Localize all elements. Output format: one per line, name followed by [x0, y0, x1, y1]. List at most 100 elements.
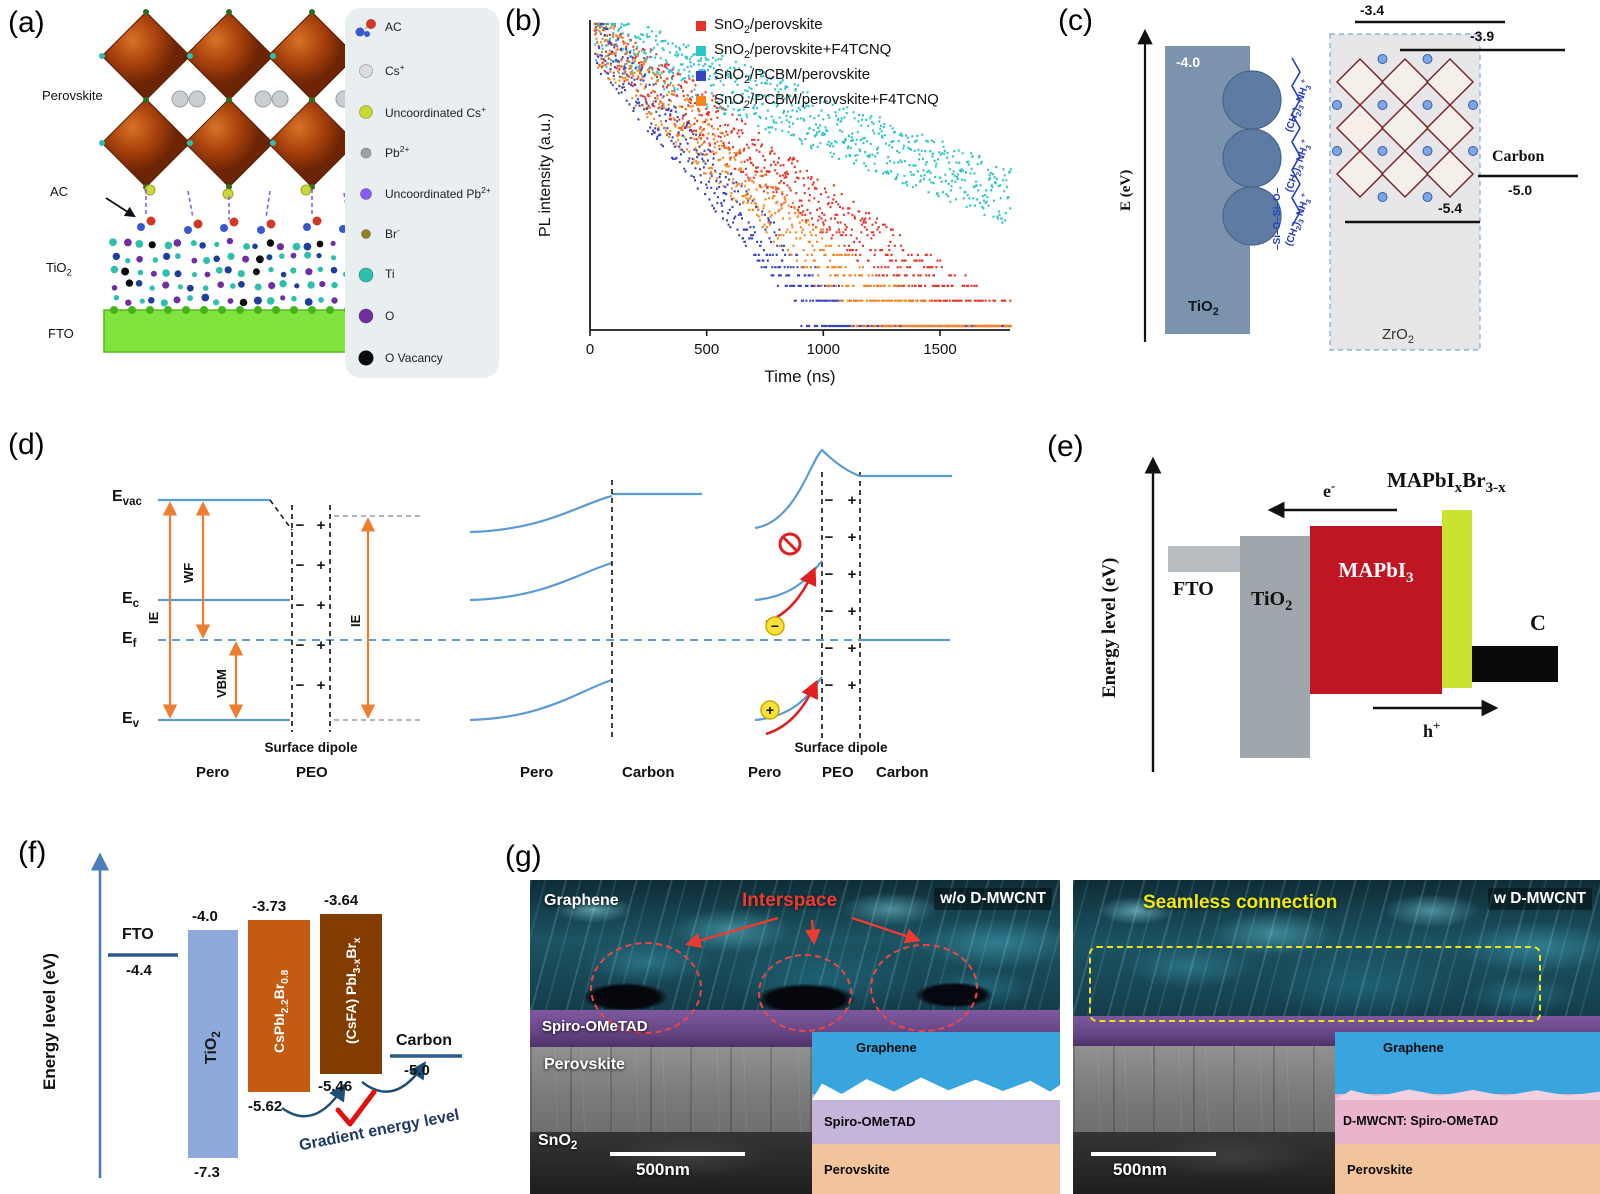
ac-molecule-icon: [355, 19, 376, 37]
carbon-value: -5.0: [404, 1062, 430, 1079]
series-label: SnO2/PCBM/perovskite: [714, 66, 871, 86]
graphene-layer-texture: [1073, 880, 1600, 1020]
svg-text:−: −: [296, 677, 305, 694]
level-5-4: -5.4: [1438, 200, 1463, 216]
panel-d: (d): [0, 420, 1035, 812]
inset-perovskite-layer: [1335, 1144, 1600, 1194]
fto-layer-label: FTO: [48, 326, 74, 341]
level-3-4: -3.4: [1360, 2, 1385, 18]
sem-image-without-dmwcnt: Graphene Spiro-OMeTAD Perovskite SnO2 In…: [530, 880, 1060, 1194]
surface-dipole-label: Surface dipole: [794, 740, 888, 755]
carbon-level-value: -5.0: [1508, 182, 1533, 198]
legend-item-uncoordinated-cs: Uncoordinated Cs+: [353, 103, 491, 121]
cspbi-box: [248, 920, 310, 1092]
cspbi-box-label: CsPbI2.2Br0.8: [271, 969, 291, 1053]
inset-spiro-label: Spiro-OMeTAD: [824, 1114, 916, 1129]
x-tick-label: 0: [586, 341, 594, 358]
csfa-top-value: -3.64: [324, 892, 359, 909]
panel-b-label: (b): [505, 4, 542, 37]
dipole-charges: − +− +− +− +− +− +− +− +− +− +− +: [296, 492, 857, 694]
svg-text:+: +: [317, 557, 326, 574]
scale-text: 500nm: [636, 1160, 690, 1179]
panel-a: (a): [0, 0, 499, 412]
inset-spiro-layer: [812, 1094, 1060, 1144]
panel-f: (f) Energy level (eV) FTO -4.4 -4.0 -7.3…: [0, 820, 500, 1194]
legend-item-cs: Cs+: [353, 62, 491, 80]
tio2-bottom-value: -7.3: [194, 1164, 220, 1181]
region-label-carbon: Carbon: [876, 764, 929, 781]
pl-decay-chart: 0 500 1000 1500 Time (ns) PL intensity (…: [537, 20, 1012, 386]
fto-label: FTO: [1173, 578, 1214, 600]
hole-label: h+: [1423, 718, 1441, 741]
device-energy-diagram: [1144, 456, 1499, 772]
fto-bar: [1168, 546, 1242, 572]
zro2-box-label: ZrO2: [1382, 326, 1414, 346]
svg-text:+: +: [848, 640, 857, 657]
y-axis-title: PL intensity (a.u.): [537, 113, 554, 237]
seamless-annotation: Seamless connection: [1143, 892, 1338, 913]
tio2-box: [188, 930, 238, 1158]
checkmark-icon: [335, 1089, 377, 1127]
inset-graphene-layer: [1335, 1032, 1600, 1094]
series-swatch: [696, 71, 706, 81]
legend-label: O Vacancy: [385, 350, 443, 365]
perovskite-layer-label: Perovskite: [42, 88, 103, 103]
electron-charge-icon: −: [765, 616, 785, 636]
si-o-chain-label: –Si–O–Si–O–: [1272, 187, 1283, 250]
spiro-label: Spiro-OMeTAD: [542, 1018, 648, 1035]
ac-layer-label: AC: [50, 184, 69, 199]
silane-chain-backbone: [1291, 57, 1301, 227]
band-diagram: − + − +− +− +− +− +− +− +− +− +− +− +: [158, 448, 952, 740]
level-3-9: -3.9: [1470, 28, 1495, 44]
graphene-streaks: [1073, 880, 1600, 1020]
legend-label: Ti: [385, 266, 395, 281]
legend-item-o: O: [353, 307, 491, 325]
energy-axis-label: Energy level (eV): [40, 952, 59, 1090]
ie2-label: IE: [348, 614, 363, 627]
csfa-box-label: (CsFA) PbI3-xBrx: [343, 937, 363, 1044]
svg-text:+: +: [317, 677, 326, 694]
scale-text: 500nm: [1113, 1160, 1167, 1179]
seamless-highlight-box: [1089, 946, 1541, 1022]
fto-value: -4.4: [126, 962, 152, 979]
schematic-inset: Graphene D-MWCNT: Spiro-OMeTAD Perovskit…: [1335, 1032, 1600, 1194]
cs-atoms: [171, 90, 353, 108]
svg-text:−: −: [296, 597, 305, 614]
perovskite-lattice: [1335, 57, 1475, 199]
interspace-annotation: Interspace: [742, 890, 838, 911]
svg-text:−: −: [825, 677, 834, 694]
x-tick-label: 500: [694, 341, 719, 358]
inset-perovskite-label: Perovskite: [824, 1162, 890, 1177]
tio2-lattice-dots: [109, 237, 355, 307]
evac-label: Evac: [112, 488, 142, 509]
electron-label: e-: [1323, 478, 1336, 501]
inset-graphene-layer: [812, 1032, 1060, 1094]
scale-bar: [1091, 1152, 1216, 1156]
hole-charge-icon: +: [760, 700, 780, 720]
shifted-levels: [334, 515, 424, 721]
legend-label: O: [385, 308, 395, 323]
x-axis-title: Time (ns): [764, 367, 835, 386]
legend-entry: SnO2/PCBM/perovskite: [696, 66, 939, 86]
perovskite-label: Perovskite: [544, 1056, 625, 1073]
legend-item-o-vacancy: O Vacancy: [353, 349, 491, 368]
inset-graphene-label: Graphene: [856, 1040, 917, 1055]
region-label-pero: Pero: [196, 764, 230, 781]
panel-e: (e) Energy level (eV) FTO TiO2 MAPbI3 C …: [1035, 420, 1600, 820]
uncoordinated-cs-atoms: [144, 184, 312, 200]
x-tick-label: 1500: [923, 341, 956, 358]
tio2-box-label: TiO2: [1188, 298, 1219, 318]
interspace-circle: [590, 942, 702, 1034]
ti-sphere-icon: [358, 267, 374, 282]
scale-bar: [610, 1152, 745, 1156]
svg-text:+: +: [848, 529, 857, 546]
mapbi3-label: MAPbI3: [1338, 558, 1414, 587]
cs-sphere-icon: [359, 63, 373, 78]
series-label: SnO2/perovskite: [714, 16, 823, 36]
svg-text:−: −: [296, 557, 305, 574]
gradient-arrows: [281, 1061, 426, 1118]
o-sphere-icon: [358, 308, 374, 324]
x-ticks: [589, 330, 941, 336]
interspace-circle: [870, 944, 978, 1032]
